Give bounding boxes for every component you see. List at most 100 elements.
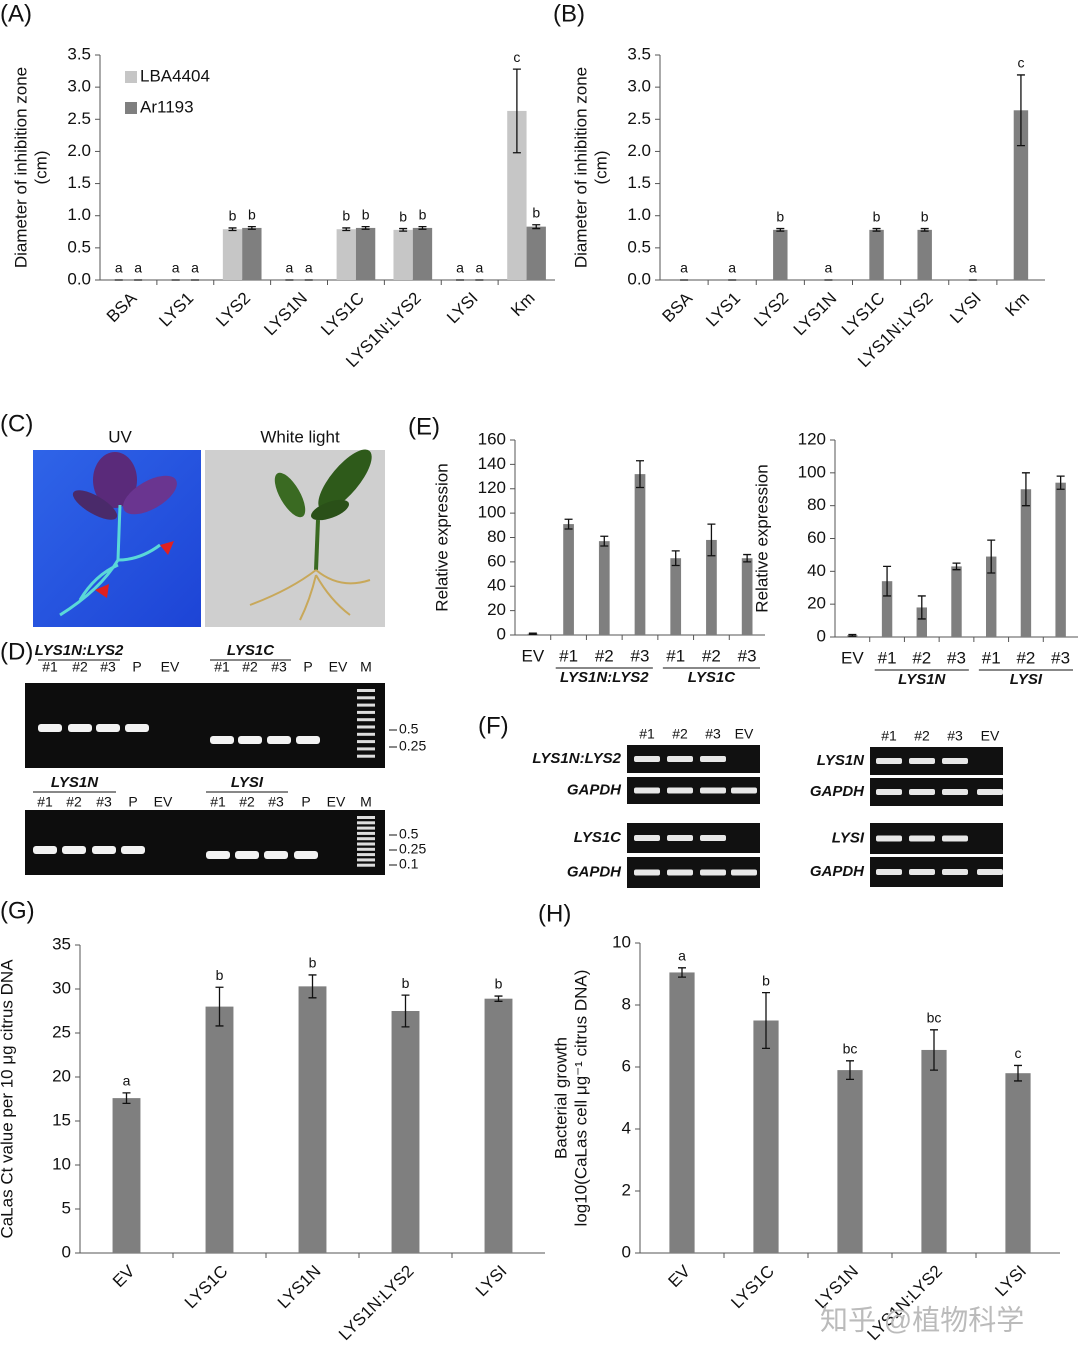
bar [222,229,243,280]
gel-band [238,736,262,744]
gel-row-label: GAPDH [810,783,865,800]
significance-letter: a [728,260,736,276]
panel-label: (A) [0,0,32,27]
x-tick-label: #2 [912,648,931,667]
x-tick-label: LYS1C [181,1262,232,1313]
error-bar [883,565,892,597]
white-light-plant [249,449,372,621]
lane-label: EV [981,728,1000,744]
error-bar [872,227,881,232]
gel-band [121,846,145,854]
significance-letter: b [776,208,784,224]
marker-label: 0.25 [399,841,426,857]
lane-label: #1 [37,794,53,810]
lane-label: #3 [96,794,112,810]
x-tick-label: #1 [666,646,685,665]
error-bar [917,595,926,620]
error-bar [342,227,351,232]
y-axis-label: Diameter of inhibition zone [11,67,30,268]
panel-label: (D) [0,638,33,665]
y-tick-label: 80 [487,527,506,546]
bar [412,227,433,280]
photo-caption: White light [260,427,340,446]
ladder-band [357,858,375,862]
significance-letter: b [762,972,770,988]
significance-letter: a [456,260,464,276]
error-bar [1021,472,1030,507]
ladder-band [357,718,375,722]
error-bar [930,1029,938,1071]
x-tick-label: BSA [659,288,697,326]
y-axis-label: log10(CaLas cell μg⁻¹ citrus DNA) [571,970,590,1227]
gel-band [667,869,693,876]
error-bar [671,550,680,567]
error-bar [743,553,752,563]
error-bar [987,539,996,574]
significance-letter: a [123,1073,131,1089]
bar [741,558,753,635]
gel-row-label: LYSI [832,829,865,846]
y-tick-label: 0.0 [67,269,91,288]
gel-band [700,787,726,794]
ladder-band [357,853,375,857]
ladder-band [357,837,375,841]
gel-band [876,869,902,875]
y-tick-label: 80 [807,495,826,514]
gel-band [909,835,935,842]
lane-label: #1 [42,659,58,675]
gel-band [634,756,660,762]
x-tick-label: LYS1C [317,289,368,340]
error-bar [707,523,716,557]
x-tick-label: EV [665,1261,695,1291]
y-tick-label: 100 [798,462,826,481]
lane-label: #3 [271,659,287,675]
lane-label: #3 [100,659,116,675]
error-bar [399,227,408,232]
gel-band [942,758,968,764]
x-tick-label: Km [1001,289,1032,320]
y-tick-label: 20 [807,594,826,613]
bar [507,110,527,280]
gel-band [634,787,660,794]
error-bar [1056,475,1065,490]
error-bar [215,986,224,1027]
gel-row-label: GAPDH [810,863,865,880]
significance-letter: b [399,208,407,224]
x-tick-label: LYS1N:LYS2 [335,1262,417,1344]
y-tick-label: 6 [622,1056,631,1075]
x-tick-label: #3 [738,646,757,665]
bar [1005,1073,1031,1253]
photo-caption: UV [108,427,132,446]
gel-band [942,789,968,795]
ladder-band [357,740,375,744]
marker-label: 0.5 [399,826,419,842]
y-tick-label: 30 [52,978,71,997]
gel-group-label: LYS1C [227,642,275,659]
x-tick-label: LYS1 [702,289,744,331]
x-tick-label: #2 [595,646,614,665]
lane-label: #1 [881,728,897,744]
bar [205,1006,234,1253]
bar [669,972,695,1253]
gel-band [700,756,726,762]
lane-label: M [360,794,372,810]
y-tick-label: 1.5 [627,173,651,192]
lane-label: #2 [914,728,930,744]
significance-letter: a [475,260,483,276]
lane-label: P [128,794,137,810]
x-tick-label: EV [109,1261,139,1291]
lane-label: M [360,659,372,675]
x-tick-label: Km [507,289,538,320]
gel-band [667,835,693,841]
x-tick-label: LYSI [991,1262,1030,1301]
error-bar [418,225,427,230]
error-bar [247,225,256,230]
error-bar [952,562,961,571]
y-tick-label: 2.5 [627,109,651,128]
significance-letter: b [362,206,370,222]
bar [298,986,327,1253]
significance-letter: a [678,948,686,964]
bar [242,227,262,280]
significance-letter: b [342,208,350,224]
gel-band [731,787,757,794]
